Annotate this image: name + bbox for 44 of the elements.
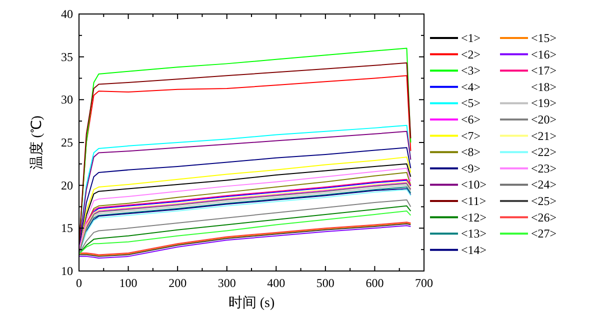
y-tick-label: 40 xyxy=(61,7,73,21)
x-axis-title: 时间 (s) xyxy=(228,295,275,311)
legend-label: <5> xyxy=(461,96,481,110)
legend-label: <13> xyxy=(461,226,487,241)
legend-label: <22> xyxy=(531,145,557,160)
legend-label: <19> xyxy=(531,96,557,110)
legend-label: <23> xyxy=(531,161,557,176)
x-tick-label: 100 xyxy=(119,276,138,290)
x-tick-label: 200 xyxy=(168,276,187,290)
legend-label: <14> xyxy=(461,242,487,257)
y-tick-label: 20 xyxy=(61,178,73,192)
legend-label: <24> xyxy=(531,178,557,192)
y-axis-title: 温度 (℃) xyxy=(29,115,45,170)
x-tick-label: 600 xyxy=(366,276,384,290)
y-tick-label: 35 xyxy=(61,50,73,64)
x-tick-label: 700 xyxy=(415,276,433,290)
y-tick-label: 30 xyxy=(61,92,73,107)
y-tick-label: 25 xyxy=(61,136,73,150)
x-tick-label: 500 xyxy=(316,276,334,290)
legend-label: <26> xyxy=(531,210,557,224)
legend-label: <10> xyxy=(461,178,487,192)
legend-label: <12> xyxy=(461,210,487,224)
x-tick-label: 0 xyxy=(76,276,82,290)
y-tick-label: 15 xyxy=(61,221,73,236)
legend-label: <7> xyxy=(461,128,481,143)
legend-label: <6> xyxy=(461,112,481,126)
x-tick-label: 300 xyxy=(218,276,236,290)
legend-label: <3> xyxy=(461,64,481,78)
legend-label: <21> xyxy=(531,128,557,143)
legend-label: <27> xyxy=(531,226,557,241)
legend-label: <8> xyxy=(461,145,481,160)
legend-label: <2> xyxy=(461,47,481,62)
y-tick-label: 10 xyxy=(61,264,73,278)
legend-label: <20> xyxy=(531,112,557,126)
x-tick-label: 400 xyxy=(267,276,286,290)
legend-label: <9> xyxy=(461,161,481,176)
legend-label: <25> xyxy=(531,194,557,208)
legend-label: <4> xyxy=(461,80,481,94)
legend-label: <1> xyxy=(461,31,481,45)
legend-label: <16> xyxy=(531,47,557,62)
text: <18> xyxy=(531,80,557,94)
legend-label: <15> xyxy=(531,31,557,45)
legend-label: <17> xyxy=(531,64,557,78)
legend-label: <11> xyxy=(461,194,486,208)
